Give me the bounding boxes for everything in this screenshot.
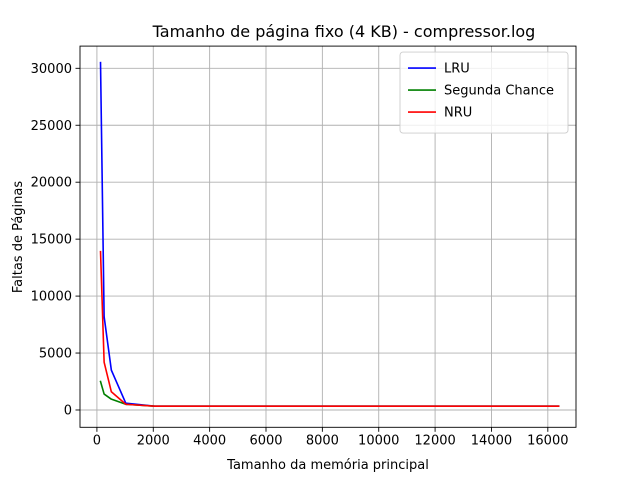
y-tick-label: 0 xyxy=(64,403,72,418)
series-line-nru xyxy=(99,250,560,408)
x-tick-label: 6000 xyxy=(249,433,282,448)
legend-label: NRU xyxy=(444,106,472,121)
x-tick-label: 10000 xyxy=(358,433,399,448)
legend: LRU Segunda Chance NRU xyxy=(399,51,569,134)
x-axis-label: Tamanho da memória principal xyxy=(226,458,429,473)
legend-box xyxy=(399,51,569,134)
series-lines xyxy=(99,61,560,408)
x-tick-label: 0 xyxy=(93,433,101,448)
y-tick-label: 10000 xyxy=(31,290,72,305)
y-axis-ticks: 0 5000 10000 15000 20000 25000 30000 xyxy=(31,62,80,418)
x-tick-label: 4000 xyxy=(193,433,226,448)
y-tick-label: 30000 xyxy=(31,62,72,77)
x-tick-label: 14000 xyxy=(471,433,512,448)
x-axis-ticks: 0 2000 4000 6000 8000 10000 12000 14000 16000 xyxy=(93,427,568,448)
y-tick-label: 15000 xyxy=(31,233,72,248)
y-tick-label: 5000 xyxy=(39,347,72,362)
x-tick-label: 12000 xyxy=(414,433,455,448)
plot-area-frame xyxy=(79,45,577,428)
legend-label: LRU xyxy=(444,62,470,77)
x-tick-label: 8000 xyxy=(306,433,339,448)
legend-label: Segunda Chance xyxy=(444,84,554,99)
y-tick-label: 20000 xyxy=(31,176,72,191)
y-tick-label: 25000 xyxy=(31,119,72,134)
x-tick-label: 2000 xyxy=(137,433,170,448)
x-tick-label: 16000 xyxy=(527,433,568,448)
y-axis-label: Faltas de Páginas xyxy=(11,181,26,294)
chart-title: Tamanho de página fixo (4 KB) - compress… xyxy=(152,22,536,41)
